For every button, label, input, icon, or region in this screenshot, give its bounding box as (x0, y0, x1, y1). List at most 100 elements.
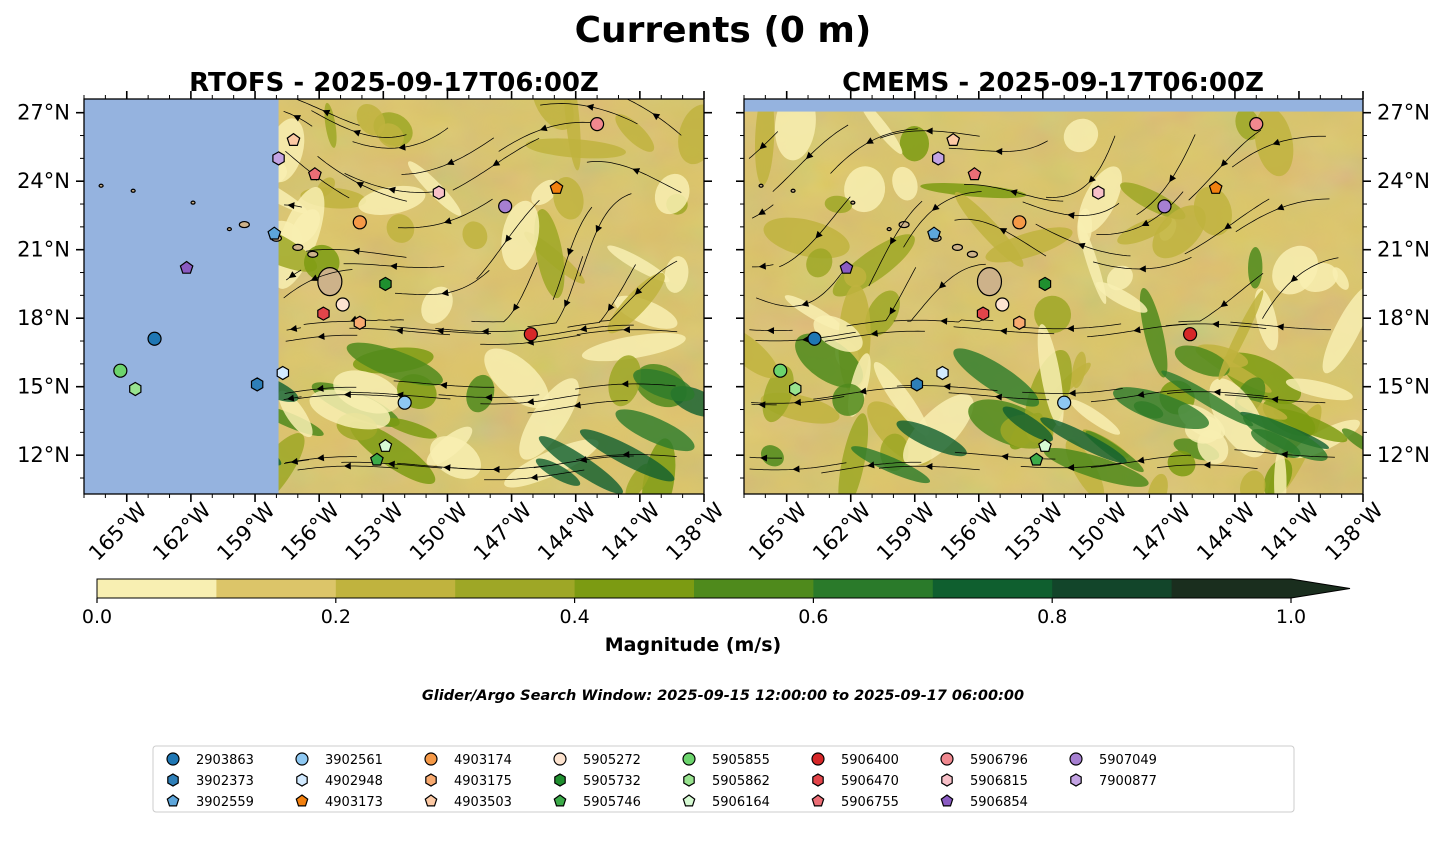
streamline-arrow (1068, 389, 1076, 397)
island-nihoa (850, 200, 856, 205)
field-patch (873, 361, 929, 436)
colorbar-label: Magnitude (m/s) (605, 634, 782, 656)
platform-marker-4903174 (1012, 215, 1027, 230)
streamline-arrow (492, 159, 501, 167)
y-tick-label: 21°N (1377, 238, 1430, 262)
platform-marker-5906755 (967, 167, 982, 181)
no-data-mask (744, 99, 1363, 112)
streamline-arrow (316, 384, 324, 392)
strong-current-core (1002, 406, 1054, 442)
y-tick-label: 15°N (17, 375, 70, 399)
streamline-arrow (353, 129, 361, 137)
platform-marker-5906854 (839, 260, 854, 274)
rtofs-islands (98, 183, 343, 297)
strong-current-core (953, 348, 1040, 407)
streamline-arrow (1276, 323, 1284, 331)
platform-marker-5907049 (498, 199, 513, 214)
streamline-arrow (343, 462, 351, 470)
legend-label-3902561: 3902561 (325, 753, 383, 768)
x-tick-label: 156°W (936, 498, 1004, 566)
streamline-arrow (815, 230, 823, 239)
field-patch (763, 217, 850, 259)
legend-marker-2903863 (166, 752, 180, 766)
field-patch (1043, 447, 1149, 487)
figure-title: Currents (0 m) (575, 10, 872, 51)
streamline-arrow (938, 281, 947, 289)
x-tick-label: 159°W (212, 498, 280, 566)
field-patch (1193, 186, 1233, 236)
x-tick-label: 153°W (341, 498, 409, 566)
platform-marker-4903503 (286, 132, 301, 146)
streamline-arrow (925, 127, 933, 135)
platform-marker-4903174 (352, 215, 367, 230)
streamline-arrow (767, 327, 775, 335)
strong-current-core (1113, 387, 1209, 430)
field-patch (1197, 429, 1229, 465)
legend-marker-5905746 (553, 794, 567, 807)
cmems-map-panel: CMEMS - 2025-09-17T06:00Z 165°W162°W159°… (736, 68, 1430, 566)
streamline-arrow (530, 473, 538, 481)
legend-marker-5906164 (682, 794, 696, 807)
colorbar-tick-label: 0.0 (82, 606, 112, 628)
colorbar-tick-label: 0.4 (559, 606, 589, 628)
streamline-arrow (622, 450, 630, 458)
x-tick-label: 138°W (1320, 498, 1388, 566)
rtofs-map-panel: RTOFS - 2025-09-17T06:00Z 165°W162°W159°… (17, 68, 729, 566)
strong-current-core (1161, 370, 1254, 427)
platform-marker-4903173 (549, 180, 564, 194)
x-tick-label: 162°W (808, 498, 876, 566)
colorbar-segment (97, 579, 217, 598)
field-patch (608, 355, 641, 407)
y-tick-label: 15°N (1377, 375, 1430, 399)
platform-marker-5905862 (129, 381, 142, 397)
y-tick-label: 21°N (17, 238, 70, 262)
platform-marker-4902948 (936, 365, 949, 381)
strong-current-core (896, 420, 967, 457)
streamline-arrow (586, 103, 594, 111)
field-patch (1071, 351, 1087, 389)
streamline-arrow (758, 262, 766, 270)
legend-label-4903503: 4903503 (454, 795, 512, 810)
island-french-frigate-shoals (758, 183, 764, 188)
field-patch (744, 325, 779, 379)
streamline-arrow (1220, 159, 1229, 167)
y-tick-label: 27°N (1377, 101, 1430, 125)
x-tick-label: 141°W (1256, 498, 1324, 566)
island-necker (790, 188, 796, 193)
platform-marker-2903863 (147, 331, 162, 346)
legend-label-3902559: 3902559 (196, 795, 254, 810)
field-patch (1077, 208, 1093, 246)
legend-marker-5906755 (811, 794, 825, 807)
legend-marker-5905732 (554, 773, 566, 787)
field-patch (1095, 281, 1148, 313)
x-tick-label: 147°W (1128, 498, 1196, 566)
platform-marker-5905272 (995, 297, 1010, 312)
platform-marker-5906815 (432, 185, 446, 200)
platform-marker-5905732 (379, 276, 392, 292)
island-maui (307, 250, 319, 258)
field-patch (1167, 450, 1196, 477)
field-patch (430, 436, 481, 479)
field-patch (1174, 345, 1230, 377)
platform-marker-5906796 (1249, 117, 1264, 132)
colorbar-segment (335, 579, 456, 598)
legend-marker-3902559 (166, 794, 180, 807)
platform-marker-3902373 (250, 377, 264, 392)
field-patch (903, 394, 974, 466)
legend-label-5906755: 5906755 (841, 795, 899, 810)
streamline-arrow (621, 380, 629, 388)
platform-marker-5906164 (378, 438, 393, 452)
field-patch (1235, 107, 1260, 141)
platform-marker-3902561 (397, 395, 412, 410)
field-patch (607, 272, 665, 334)
streamline-arrow (760, 454, 768, 462)
map-frame (83, 98, 705, 495)
field-patch (1152, 205, 1206, 259)
streamline-arrow (293, 115, 302, 122)
platform-marker-3902559 (927, 226, 941, 240)
legend-marker-5906854 (940, 794, 954, 807)
streamline-arrow (395, 327, 404, 335)
streamline-arrow (388, 186, 396, 194)
field-patch (1037, 324, 1064, 427)
field-patch (806, 248, 833, 278)
